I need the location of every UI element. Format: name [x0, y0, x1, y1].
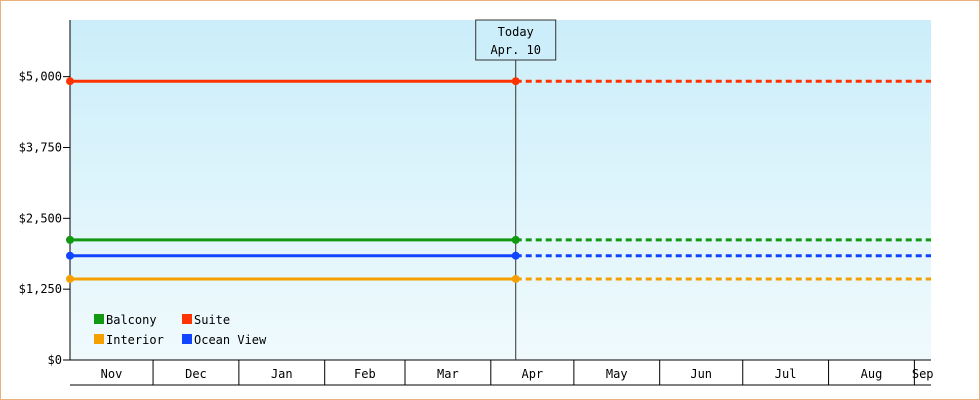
- legend: Balcony Suite Interior Ocean View: [94, 313, 267, 347]
- today-date-label: Apr. 10: [490, 43, 541, 57]
- legend-label-suite: Suite: [194, 313, 230, 327]
- y-tick-label: $5,000: [19, 70, 62, 84]
- legend-label-interior: Interior: [106, 333, 164, 347]
- data-point-ocean-view: [511, 251, 520, 260]
- today-marker: Today Apr. 10: [475, 19, 557, 360]
- data-point-balcony: [66, 235, 74, 244]
- legend-label-ocean-view: Ocean View: [194, 333, 267, 347]
- y-tick-label: $0: [48, 353, 62, 367]
- today-label-box: [475, 19, 557, 61]
- x-tick-label: Nov: [101, 367, 123, 381]
- legend-swatch-suite: [182, 314, 192, 324]
- legend-swatch-ocean-view: [182, 334, 192, 344]
- data-point-suite: [511, 77, 520, 86]
- x-tick-label: Aug: [861, 367, 883, 381]
- legend-swatch-interior: [94, 334, 104, 344]
- data-point-suite: [66, 77, 74, 86]
- x-tick-label: Jun: [690, 367, 712, 381]
- x-axis: Nov Dec Jan Feb Mar Apr May Jun Jul Aug Sep: [70, 359, 934, 386]
- y-tick-label: $3,750: [19, 141, 62, 155]
- data-point-interior: [511, 274, 520, 283]
- plot-area: [70, 20, 931, 360]
- y-tick-label: $2,500: [19, 211, 62, 225]
- legend-swatch-balcony: [94, 314, 104, 324]
- series-lines: [66, 77, 931, 283]
- data-point-balcony: [511, 235, 520, 244]
- x-tick-label: Jul: [775, 367, 797, 381]
- x-tick-label: May: [606, 367, 628, 381]
- x-tick-label: Mar: [437, 367, 459, 381]
- y-axis: $0 $1,250 $2,500 $3,750 $5,000: [19, 20, 71, 367]
- x-tick-label: Sep: [912, 367, 934, 381]
- x-tick-label: Jan: [271, 367, 293, 381]
- data-point-interior: [66, 274, 74, 283]
- x-tick-label: Feb: [354, 367, 376, 381]
- x-tick-label: Dec: [185, 367, 207, 381]
- data-point-ocean-view: [66, 251, 74, 260]
- y-tick-label: $1,250: [19, 282, 62, 296]
- legend-label-balcony: Balcony: [106, 313, 157, 327]
- x-tick-label: Apr: [521, 367, 543, 381]
- today-label: Today: [498, 25, 534, 39]
